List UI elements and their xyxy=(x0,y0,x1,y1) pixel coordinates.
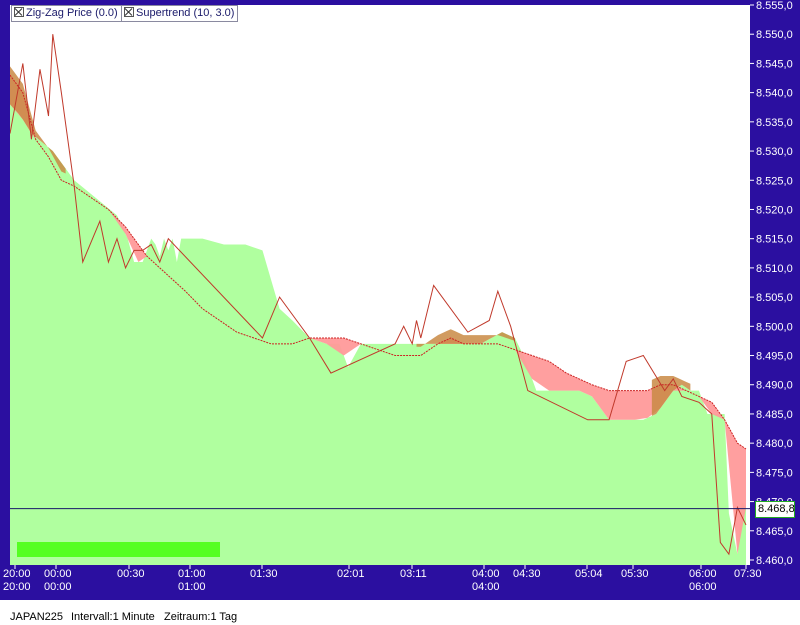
instrument-name: JAPAN225 xyxy=(10,611,63,623)
legend-zigzag[interactable]: Zig-Zag Price (0.0) xyxy=(11,5,122,22)
x-tick-label: 05:30 xyxy=(621,568,649,580)
checkbox-icon[interactable] xyxy=(124,7,134,17)
y-tick-label: 8.510,0 xyxy=(756,263,793,275)
y-tick-label: 8.530,0 xyxy=(756,146,793,158)
x-tick-label: 05:04 xyxy=(575,568,603,580)
x-tick-label-secondary: 04:00 xyxy=(472,581,500,593)
x-tick-label-secondary: 01:00 xyxy=(178,581,206,593)
volume-bar xyxy=(17,542,220,557)
y-tick-label: 8.500,0 xyxy=(756,321,793,333)
range-label: Zeitraum:1 Tag xyxy=(164,611,238,623)
y-tick-label: 8.490,0 xyxy=(756,380,793,392)
y-tick-label: 8.505,0 xyxy=(756,292,793,304)
y-tick-label: 8.520,0 xyxy=(756,204,793,216)
y-tick-label: 8.485,0 xyxy=(756,409,793,421)
y-tick-label: 8.460,0 xyxy=(756,555,793,567)
x-tick-label: 00:00 xyxy=(44,568,72,580)
status-bar: JAPAN225 Intervall:1 Minute Zeitraum:1 T… xyxy=(0,600,800,625)
supertrend-bull-0 xyxy=(10,66,66,174)
interval-label: Intervall:1 Minute xyxy=(71,611,155,623)
legend-zigzag-label: Zig-Zag Price (0.0) xyxy=(26,7,118,19)
x-tick-label-secondary: 20:00 xyxy=(3,581,31,593)
x-tick-label: 02:01 xyxy=(337,568,365,580)
y-tick-label: 8.555,0 xyxy=(756,0,793,12)
x-tick-label-secondary: 00:00 xyxy=(44,581,72,593)
y-tick-label: 8.535,0 xyxy=(756,117,793,129)
supertrend-line xyxy=(10,74,747,450)
x-tick-label: 04:00 xyxy=(472,568,500,580)
x-tick-label: 07:30 xyxy=(734,568,762,580)
y-tick-label: 8.495,0 xyxy=(756,351,793,363)
checkbox-icon[interactable] xyxy=(14,7,24,17)
y-tick-label: 8.550,0 xyxy=(756,29,793,41)
y-tick-label: 8.475,0 xyxy=(756,467,793,479)
x-tick-label: 04:30 xyxy=(513,568,541,580)
supertrend-bull-1 xyxy=(416,329,515,347)
legend-supertrend-label: Supertrend (10, 3.0) xyxy=(136,7,235,19)
y-tick-label: 8.540,0 xyxy=(756,88,793,100)
last-price-tag: 8.468,8 xyxy=(755,500,795,518)
x-tick-label: 00:30 xyxy=(117,568,145,580)
legend-supertrend[interactable]: Supertrend (10, 3.0) xyxy=(121,5,239,22)
x-tick-label: 01:30 xyxy=(250,568,278,580)
chart-panel: 8.460,08.465,08.470,08.475,08.480,08.485… xyxy=(0,0,800,600)
y-tick-label: 8.480,0 xyxy=(756,438,793,450)
y-tick-label: 8.515,0 xyxy=(756,234,793,246)
price-area xyxy=(10,104,746,565)
zigzag-line xyxy=(10,34,747,556)
x-tick-label: 01:00 xyxy=(178,568,206,580)
y-tick-label: 8.545,0 xyxy=(756,58,793,70)
x-tick-label: 03:11 xyxy=(400,568,427,580)
x-tick-label: 20:00 xyxy=(3,568,31,580)
x-tick-label-secondary: 06:00 xyxy=(689,581,717,593)
x-tick-label: 06:00 xyxy=(689,568,717,580)
chart-svg: 8.460,08.465,08.470,08.475,08.480,08.485… xyxy=(3,0,793,593)
y-tick-label: 8.465,0 xyxy=(756,526,793,538)
y-tick-label: 8.525,0 xyxy=(756,175,793,187)
